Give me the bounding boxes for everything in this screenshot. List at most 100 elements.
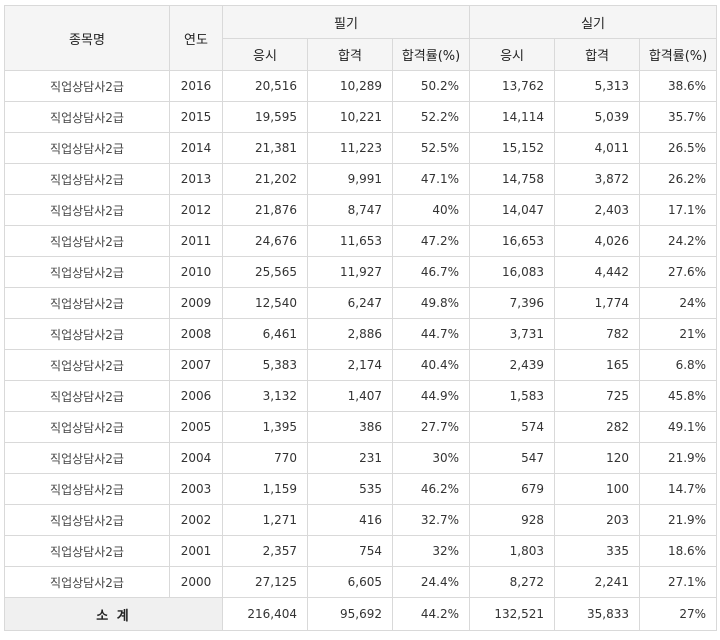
cell-practical-applicants: 928 bbox=[469, 504, 556, 536]
cell-written-applicants: 1,271 bbox=[222, 504, 308, 536]
cell-exam-name: 직업상담사2급 bbox=[4, 70, 170, 102]
cell-written-passed: 1,407 bbox=[307, 380, 393, 412]
cell-written-applicants: 21,876 bbox=[222, 194, 308, 226]
cell-practical-applicants: 547 bbox=[469, 442, 556, 474]
cell-written-applicants: 21,381 bbox=[222, 132, 308, 164]
cell-year: 2003 bbox=[169, 473, 223, 505]
cell-year: 2016 bbox=[169, 70, 223, 102]
cell-practical-applicants: 1,803 bbox=[469, 535, 556, 567]
cell-practical-passed: 725 bbox=[554, 380, 641, 412]
cell-written-pass-rate: 46.7% bbox=[391, 256, 471, 288]
cell-written-pass-rate: 32.7% bbox=[391, 504, 471, 536]
cell-practical-pass-rate: 21.9% bbox=[639, 442, 718, 474]
cell-written-pass-rate: 44.9% bbox=[391, 380, 471, 412]
header-written-exam: 필기 bbox=[221, 5, 471, 39]
cell-year: 2010 bbox=[169, 256, 223, 288]
total-row: 소 계 216,404 95,692 44.2% 132,521 35,833 … bbox=[4, 597, 718, 631]
cell-practical-pass-rate: 49.1% bbox=[639, 411, 718, 443]
cell-written-pass-rate: 32% bbox=[391, 535, 471, 567]
cell-exam-name: 직업상담사2급 bbox=[4, 566, 170, 598]
cell-written-passed: 10,221 bbox=[307, 101, 393, 133]
table-row: 직업상담사2급 2004 770 231 30% 547 120 21.9% bbox=[4, 442, 718, 474]
cell-practical-pass-rate: 24.2% bbox=[639, 225, 718, 257]
cell-practical-passed: 4,442 bbox=[554, 256, 641, 288]
cell-practical-passed: 335 bbox=[554, 535, 641, 567]
cell-practical-passed: 203 bbox=[554, 504, 641, 536]
cell-practical-passed: 100 bbox=[554, 473, 641, 505]
cell-exam-name: 직업상담사2급 bbox=[4, 473, 170, 505]
cell-practical-pass-rate: 24% bbox=[639, 287, 718, 319]
table-row: 직업상담사2급 2000 27,125 6,605 24.4% 8,272 2,241 27.… bbox=[4, 566, 718, 598]
cell-practical-applicants: 16,083 bbox=[469, 256, 556, 288]
cell-practical-pass-rate: 6.8% bbox=[639, 349, 718, 381]
table-row: 직업상담사2급 2002 1,271 416 32.7% 928 203 21.9% bbox=[4, 504, 718, 536]
table-row: 직업상담사2급 2003 1,159 535 46.2% 679 100 14.7% bbox=[4, 473, 718, 505]
cell-practical-applicants: 3,731 bbox=[469, 318, 556, 350]
table-body: 직업상담사2급 2016 20,516 10,289 50.2% 13,762 5,313 3… bbox=[4, 70, 718, 598]
cell-written-passed: 2,886 bbox=[307, 318, 393, 350]
cell-practical-applicants: 16,653 bbox=[469, 225, 556, 257]
cell-practical-applicants: 15,152 bbox=[469, 132, 556, 164]
cell-written-passed: 11,223 bbox=[307, 132, 393, 164]
cell-practical-pass-rate: 14.7% bbox=[639, 473, 718, 505]
cell-practical-applicants: 13,762 bbox=[469, 70, 556, 102]
header-year: 연도 bbox=[169, 5, 223, 71]
cell-practical-applicants: 2,439 bbox=[469, 349, 556, 381]
cell-written-pass-rate: 47.2% bbox=[391, 225, 471, 257]
total-label: 소 계 bbox=[4, 597, 223, 631]
table-row: 직업상담사2급 2009 12,540 6,247 49.8% 7,396 1,774 24% bbox=[4, 287, 718, 319]
total-practical-pass-rate: 27% bbox=[639, 597, 718, 631]
cell-year: 2012 bbox=[169, 194, 223, 226]
cell-written-passed: 535 bbox=[307, 473, 393, 505]
cell-written-passed: 386 bbox=[307, 411, 393, 443]
cell-written-applicants: 25,565 bbox=[222, 256, 308, 288]
cell-written-applicants: 5,383 bbox=[222, 349, 308, 381]
cell-practical-pass-rate: 45.8% bbox=[639, 380, 718, 412]
cell-written-passed: 11,653 bbox=[307, 225, 393, 257]
header-practical-applicants: 응시 bbox=[469, 38, 556, 71]
cell-practical-pass-rate: 18.6% bbox=[639, 535, 718, 567]
cell-practical-passed: 5,039 bbox=[554, 101, 641, 133]
cell-written-pass-rate: 44.7% bbox=[391, 318, 471, 350]
cell-practical-passed: 120 bbox=[554, 442, 641, 474]
cell-written-passed: 9,991 bbox=[307, 163, 393, 195]
header-written-applicants: 응시 bbox=[222, 38, 308, 71]
cell-practical-pass-rate: 35.7% bbox=[639, 101, 718, 133]
cell-written-passed: 11,927 bbox=[307, 256, 393, 288]
cell-exam-name: 직업상담사2급 bbox=[4, 256, 170, 288]
cell-written-passed: 231 bbox=[307, 442, 393, 474]
cell-written-applicants: 6,461 bbox=[222, 318, 308, 350]
exam-statistics-table: 종목명 연도 필기 실기 응시 합격 합격률(%) 응시 합격 합격률(%) 직… bbox=[4, 5, 718, 631]
cell-written-pass-rate: 24.4% bbox=[391, 566, 471, 598]
cell-practical-applicants: 14,114 bbox=[469, 101, 556, 133]
header-exam-name: 종목명 bbox=[4, 5, 170, 71]
cell-exam-name: 직업상담사2급 bbox=[4, 504, 170, 536]
cell-written-applicants: 27,125 bbox=[222, 566, 308, 598]
cell-exam-name: 직업상담사2급 bbox=[4, 318, 170, 350]
cell-written-passed: 754 bbox=[307, 535, 393, 567]
header-practical-passed: 합격 bbox=[554, 38, 641, 71]
cell-written-applicants: 20,516 bbox=[222, 70, 308, 102]
cell-year: 2013 bbox=[169, 163, 223, 195]
cell-year: 2007 bbox=[169, 349, 223, 381]
cell-written-pass-rate: 52.5% bbox=[391, 132, 471, 164]
total-written-applicants: 216,404 bbox=[222, 597, 308, 631]
cell-practical-passed: 4,026 bbox=[554, 225, 641, 257]
cell-written-pass-rate: 47.1% bbox=[391, 163, 471, 195]
cell-year: 2002 bbox=[169, 504, 223, 536]
cell-written-pass-rate: 27.7% bbox=[391, 411, 471, 443]
table-row: 직업상담사2급 2012 21,876 8,747 40% 14,047 2,403 17.1… bbox=[4, 194, 718, 226]
cell-exam-name: 직업상담사2급 bbox=[4, 287, 170, 319]
cell-practical-passed: 282 bbox=[554, 411, 641, 443]
table-row: 직업상담사2급 2006 3,132 1,407 44.9% 1,583 725 45.8% bbox=[4, 380, 718, 412]
cell-practical-pass-rate: 17.1% bbox=[639, 194, 718, 226]
cell-exam-name: 직업상담사2급 bbox=[4, 535, 170, 567]
cell-practical-applicants: 7,396 bbox=[469, 287, 556, 319]
cell-exam-name: 직업상담사2급 bbox=[4, 380, 170, 412]
cell-practical-passed: 2,241 bbox=[554, 566, 641, 598]
cell-practical-passed: 3,872 bbox=[554, 163, 641, 195]
cell-practical-pass-rate: 21.9% bbox=[639, 504, 718, 536]
table-row: 직업상담사2급 2005 1,395 386 27.7% 574 282 49.1% bbox=[4, 411, 718, 443]
cell-exam-name: 직업상담사2급 bbox=[4, 225, 170, 257]
cell-practical-pass-rate: 26.2% bbox=[639, 163, 718, 195]
